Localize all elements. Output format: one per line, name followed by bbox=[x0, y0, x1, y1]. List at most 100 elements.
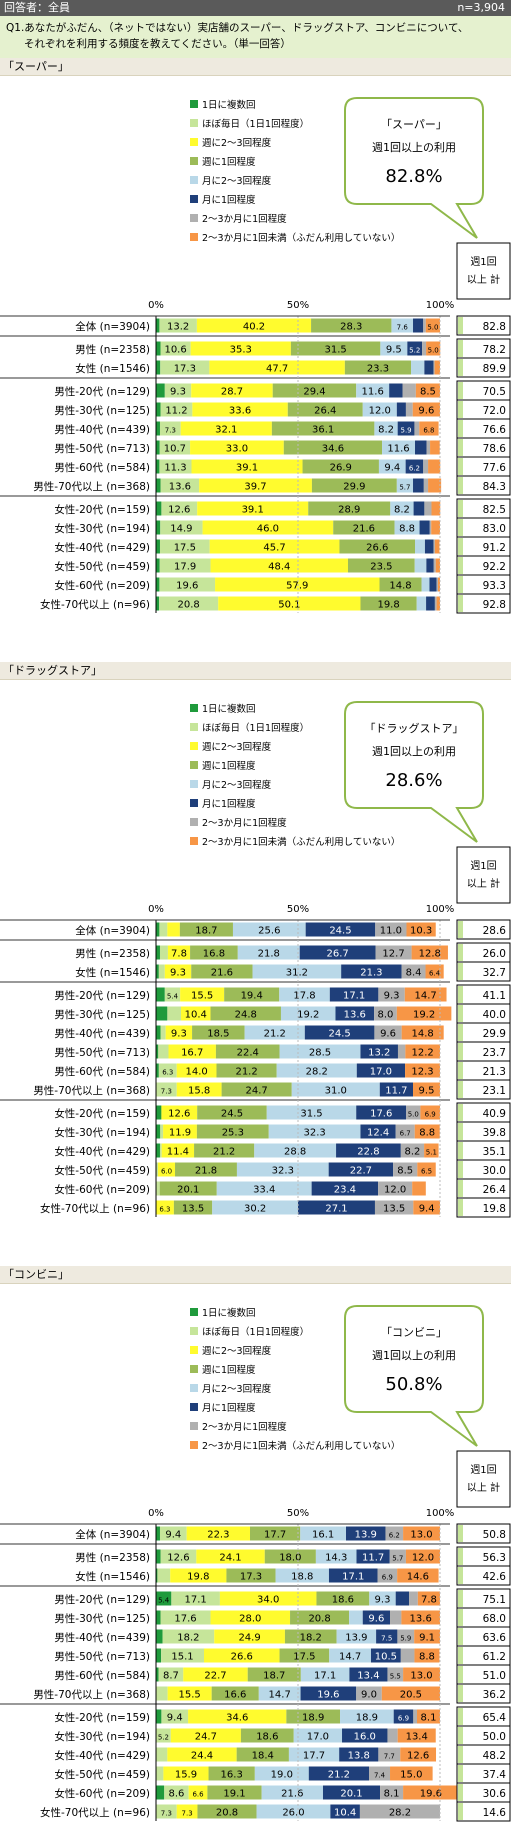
bar-value-label: 16.6 bbox=[224, 1690, 246, 1701]
total-cell-accent bbox=[458, 1746, 463, 1763]
bar-segment bbox=[426, 596, 435, 611]
bar-value-label: 14.8 bbox=[412, 1029, 434, 1040]
bar-value-label: 9.6 bbox=[368, 1614, 384, 1625]
bar-segment bbox=[159, 596, 219, 611]
bar-value-label: 16.0 bbox=[354, 1732, 376, 1743]
bar-value-label: 12.4 bbox=[367, 1128, 389, 1139]
bar-segment bbox=[202, 520, 334, 535]
bar-segment bbox=[375, 945, 412, 960]
legend-swatch bbox=[190, 1441, 198, 1449]
bar-segment bbox=[397, 1728, 436, 1743]
bar-value-label: 18.2 bbox=[300, 1633, 322, 1644]
bar-segment bbox=[356, 383, 390, 398]
bar-value-label: 14.8 bbox=[389, 581, 411, 592]
bar-value-label: 26.9 bbox=[330, 463, 352, 474]
bar-value-label: 5.9 bbox=[400, 1635, 411, 1643]
total-header-box bbox=[456, 242, 511, 300]
total-cell bbox=[456, 1565, 511, 1586]
bar-segment bbox=[171, 1591, 220, 1606]
total-cell-accent bbox=[458, 1567, 463, 1584]
bar-value-label: 6.2 bbox=[389, 1532, 400, 1540]
bar-segment bbox=[156, 1082, 177, 1097]
bar-segment bbox=[397, 1568, 439, 1583]
total-cell-accent bbox=[458, 477, 463, 494]
bar-segment bbox=[406, 1105, 421, 1120]
bar-value-label: 9.4 bbox=[167, 1713, 183, 1724]
bar-segment bbox=[216, 1063, 277, 1078]
bar-value-label: 5.1 bbox=[426, 1149, 437, 1157]
bar-segment bbox=[157, 1162, 176, 1177]
bar-segment bbox=[395, 1124, 415, 1139]
bar-segment bbox=[376, 1629, 398, 1644]
bar-segment bbox=[279, 987, 330, 1002]
bar-segment bbox=[156, 478, 161, 493]
bar-segment bbox=[333, 520, 395, 535]
bar-segment bbox=[164, 964, 192, 979]
bar-segment bbox=[156, 318, 160, 333]
total-value: 37.4 bbox=[483, 1769, 507, 1781]
bar-value-label: 28.7 bbox=[221, 387, 243, 398]
bar-value-label: 28.9 bbox=[338, 505, 360, 516]
total-value: 83.0 bbox=[483, 523, 506, 535]
bar-segment bbox=[175, 1162, 237, 1177]
bar-segment bbox=[413, 478, 424, 493]
bar-segment bbox=[210, 1610, 291, 1625]
bar-segment bbox=[180, 987, 225, 1002]
bar-value-label: 8.1 bbox=[384, 1789, 400, 1800]
bar-segment bbox=[328, 1568, 378, 1583]
legend-swatch bbox=[190, 1384, 198, 1392]
bar-value-label: 12.2 bbox=[412, 1048, 434, 1059]
total-value: 77.6 bbox=[483, 462, 507, 474]
bar-segment bbox=[378, 1181, 413, 1196]
total-value: 92.2 bbox=[483, 561, 506, 573]
bar-segment bbox=[315, 1549, 357, 1564]
total-cell-accent bbox=[458, 1628, 463, 1645]
bar-segment bbox=[156, 402, 161, 417]
bar-segment bbox=[183, 1667, 248, 1682]
bar-value-label: 7.6 bbox=[397, 324, 409, 332]
bar-value-label: 17.9 bbox=[174, 562, 196, 573]
bar-value-label: 8.2 bbox=[394, 505, 410, 516]
bar-segment bbox=[215, 577, 380, 592]
bar-segment bbox=[158, 1063, 177, 1078]
bar-segment bbox=[407, 341, 423, 356]
bar-value-label: 22.7 bbox=[204, 1671, 226, 1682]
legend-swatch bbox=[190, 799, 198, 807]
bar-segment bbox=[400, 1143, 425, 1158]
bar-segment bbox=[362, 402, 397, 417]
bar-segment bbox=[210, 558, 348, 573]
bar-value-label: 12.7 bbox=[382, 949, 404, 960]
row-label: 男性-60代 (n=584) bbox=[54, 1669, 150, 1682]
bar-value-label: 33.4 bbox=[253, 1185, 275, 1196]
bar-value-label: 21.3 bbox=[360, 968, 382, 979]
bar-value-label: 13.0 bbox=[410, 1671, 432, 1682]
axis-tick-label: 100% bbox=[426, 1508, 455, 1519]
bar-segment bbox=[156, 383, 165, 398]
bar-segment bbox=[378, 1747, 401, 1762]
bar-value-label: 23.4 bbox=[334, 1185, 356, 1196]
bar-segment bbox=[165, 1025, 193, 1040]
legend-label: 1日に複数回 bbox=[202, 1307, 256, 1319]
bar-segment bbox=[191, 459, 303, 474]
bar-segment bbox=[385, 1526, 404, 1541]
bar-value-label: 13.6 bbox=[344, 1010, 366, 1021]
total-header-line-1: 週1回 bbox=[470, 1464, 496, 1476]
row-label: 女性-40代 (n=429) bbox=[54, 1749, 150, 1762]
callout-bubble bbox=[344, 701, 484, 843]
total-cell-accent bbox=[458, 1784, 463, 1801]
bar-value-label: 39.1 bbox=[236, 463, 258, 474]
row-label: 男性-40代 (n=439) bbox=[54, 423, 150, 436]
bar-value-label: 6.3 bbox=[159, 1206, 170, 1214]
bar-segment bbox=[160, 1025, 166, 1040]
bar-segment bbox=[179, 922, 233, 937]
bar-value-label: 14.0 bbox=[185, 1067, 207, 1078]
bar-value-label: 7.3 bbox=[182, 1810, 193, 1818]
section-label-supermarket: 「スーパー」 bbox=[0, 58, 511, 76]
bar-value-label: 17.1 bbox=[184, 1595, 206, 1606]
bar-segment bbox=[224, 987, 280, 1002]
legend-swatch bbox=[190, 1403, 198, 1411]
bar-segment bbox=[156, 341, 161, 356]
bar-value-label: 12.6 bbox=[168, 1109, 190, 1120]
bar-segment bbox=[422, 341, 427, 356]
bar-segment bbox=[156, 596, 160, 611]
